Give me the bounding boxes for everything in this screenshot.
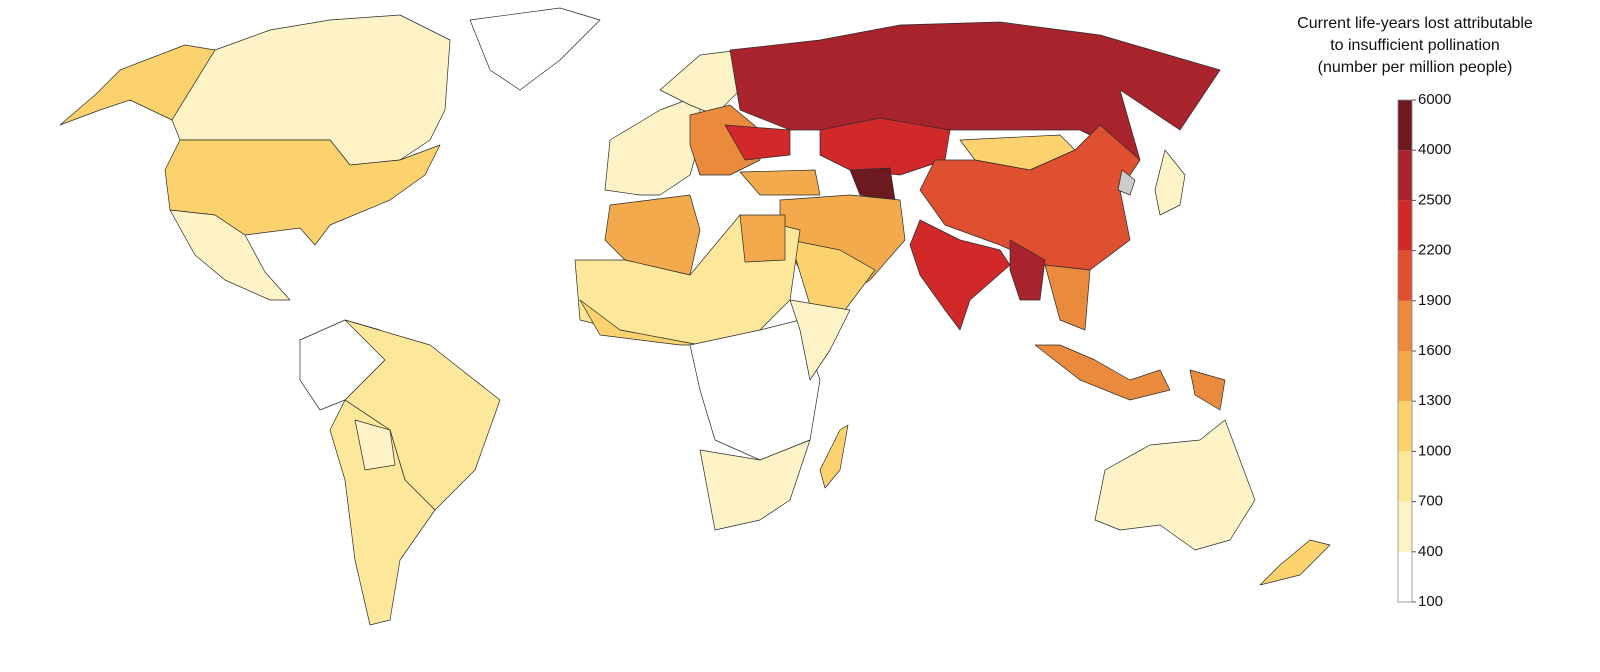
central-africa — [689, 319, 821, 461]
legend-tick-label: 2200 — [1418, 242, 1451, 259]
greenland — [469, 7, 601, 91]
legend-tick-label: 1000 — [1418, 442, 1451, 459]
world-map — [59, 7, 1331, 626]
legend-bin — [1398, 300, 1412, 351]
legend-tick-label: 2500 — [1418, 191, 1451, 208]
legend-tick-label: 1900 — [1418, 292, 1451, 309]
alaska — [59, 44, 216, 126]
legend-bin — [1398, 451, 1412, 502]
legend: Current life-years lost attributable to i… — [1297, 15, 1533, 610]
indonesia — [1034, 344, 1171, 401]
kazakhstan — [819, 117, 951, 176]
legend-tick-label: 6000 — [1418, 91, 1451, 108]
australia — [1094, 419, 1256, 551]
korea — [1117, 169, 1136, 196]
indochina — [1044, 264, 1091, 331]
myanmar — [1009, 239, 1046, 301]
legend-bin — [1398, 200, 1412, 251]
legend-tick-label: 400 — [1418, 543, 1443, 560]
new-zealand — [1259, 539, 1331, 586]
legend-title: (number per million people) — [1318, 59, 1513, 76]
legend-bin — [1398, 501, 1412, 552]
legend-title: Current life-years lost attributable — [1297, 15, 1533, 32]
legend-bin — [1398, 250, 1412, 301]
east-africa — [789, 299, 851, 381]
madagascar — [819, 424, 849, 489]
legend-title: to insufficient pollination — [1330, 37, 1500, 54]
turkey — [739, 169, 821, 196]
legend-tick-label: 1600 — [1418, 342, 1451, 359]
southern-africa — [699, 439, 811, 531]
western-europe — [604, 94, 701, 196]
eastern-europe — [689, 104, 761, 176]
egypt — [739, 214, 786, 263]
india — [909, 219, 1011, 331]
mexico — [169, 209, 291, 301]
arabia — [789, 239, 876, 311]
new-guinea — [1189, 369, 1226, 411]
china — [919, 124, 1141, 271]
legend-tick-label: 1300 — [1418, 392, 1451, 409]
bolivia — [354, 419, 396, 471]
legend-tick-label: 100 — [1418, 593, 1443, 610]
legend-bin — [1398, 551, 1412, 602]
southern-cone — [329, 399, 436, 626]
japan — [1154, 149, 1186, 216]
turkmenistan — [849, 167, 896, 201]
legend-bin — [1398, 100, 1412, 151]
legend-bin — [1398, 150, 1412, 201]
legend-tick-label: 700 — [1418, 493, 1443, 510]
legend-bin — [1398, 351, 1412, 402]
legend-bin — [1398, 401, 1412, 452]
ukraine — [724, 124, 791, 161]
legend-tick-label: 4000 — [1418, 141, 1451, 158]
